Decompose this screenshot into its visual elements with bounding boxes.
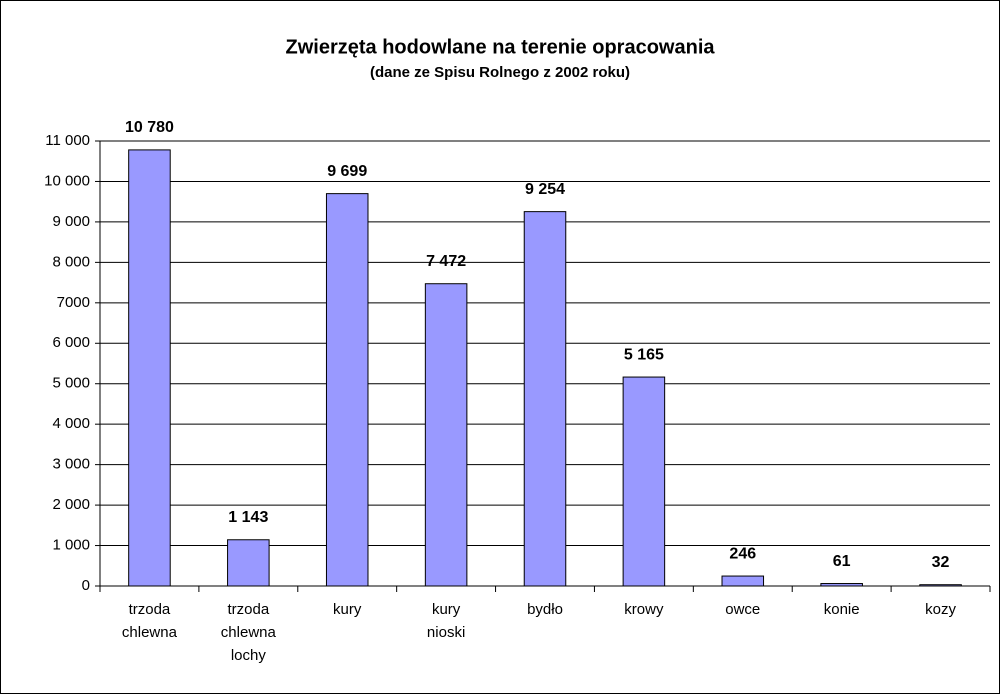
bar [227, 539, 270, 587]
chart-subtitle: (dane ze Spisu Rolnego z 2002 roku) [370, 64, 630, 81]
y-tick-label: 9 000 [52, 213, 90, 230]
bar [325, 193, 369, 587]
x-tick-label: konie [824, 601, 860, 618]
data-label: 10 780 [125, 119, 174, 136]
y-tick-label: 10 000 [44, 172, 90, 189]
data-label: 5 165 [624, 346, 664, 363]
y-tick-label: 0 [82, 577, 90, 594]
y-tick-label: 4 000 [52, 415, 90, 432]
bar [424, 283, 468, 587]
bar [523, 211, 567, 587]
data-label: 9 254 [525, 181, 565, 198]
data-label: 32 [932, 554, 950, 571]
bar [721, 575, 765, 587]
data-label: 9 699 [327, 163, 367, 180]
x-tick-label: trzoda chlewna lochy [221, 601, 277, 664]
x-tick-label: krowy [624, 601, 664, 618]
data-label: 246 [729, 545, 756, 562]
y-tick-label: 5 000 [52, 375, 90, 392]
chart-title: Zwierzęta hodowlane na terenie opracowan… [286, 36, 716, 58]
y-tick-label: 2 000 [52, 496, 90, 513]
x-tick-label: kury nioski [427, 601, 465, 641]
x-tick-label: trzoda chlewna [122, 601, 178, 641]
y-tick-label: 8 000 [52, 253, 90, 270]
bar [622, 376, 666, 587]
data-label: 7 472 [426, 253, 466, 270]
x-tick-label: kozy [925, 601, 956, 618]
y-tick-label: 6 000 [52, 334, 90, 351]
y-tick-label: 7000 [57, 294, 90, 311]
y-tick-label: 3 000 [52, 456, 90, 473]
x-tick-label: owce [725, 601, 760, 618]
y-tick-label: 1 000 [52, 537, 90, 554]
x-tick-label: bydło [527, 601, 563, 618]
data-label: 61 [833, 553, 851, 570]
data-label: 1 143 [228, 509, 268, 526]
x-tick-label: kury [333, 601, 362, 618]
bar [128, 149, 171, 587]
y-tick-label: 11 000 [45, 132, 90, 149]
